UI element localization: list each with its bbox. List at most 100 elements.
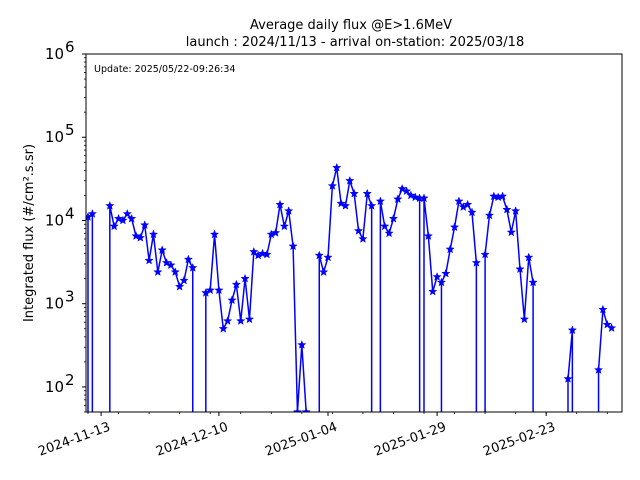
data-point xyxy=(135,232,146,242)
data-point xyxy=(327,181,338,190)
data-point xyxy=(462,199,473,209)
data-point xyxy=(510,206,521,215)
data-point xyxy=(480,249,490,259)
data-point xyxy=(236,316,246,325)
data-point xyxy=(279,221,290,231)
data-point xyxy=(441,268,451,278)
x-tick-label: 2025-01-04 xyxy=(263,420,339,460)
update-annotation: Update: 2025/05/22-09:26:34 xyxy=(94,64,235,75)
data-point xyxy=(214,285,224,295)
data-point xyxy=(345,175,355,185)
data-point xyxy=(406,190,416,200)
data-point xyxy=(270,227,281,237)
data-point xyxy=(388,213,399,223)
series-line xyxy=(567,329,574,412)
data-point xyxy=(109,221,119,231)
data-point xyxy=(118,215,128,225)
data-point xyxy=(563,373,573,383)
data-point xyxy=(467,207,477,217)
y-tick-label: 10 xyxy=(45,128,64,146)
data-point xyxy=(401,186,412,196)
data-point xyxy=(179,275,189,285)
data-point xyxy=(349,188,359,198)
y-tick-label: 10 xyxy=(45,211,64,229)
data-point xyxy=(148,229,159,239)
data-point xyxy=(227,295,237,305)
data-point xyxy=(502,204,512,214)
data-point xyxy=(519,314,530,324)
data-point xyxy=(249,246,259,256)
y-tick-exponent: 5 xyxy=(65,121,75,139)
data-point xyxy=(314,250,324,260)
data-point xyxy=(375,196,386,206)
data-point xyxy=(428,286,438,296)
data-point xyxy=(297,339,307,349)
series-line xyxy=(423,197,438,412)
y-tick-label: 10 xyxy=(45,378,64,396)
data-point xyxy=(288,241,298,251)
data-point xyxy=(436,277,447,287)
y-axis-label: Integrated flux (#/cm².s.sr) xyxy=(22,144,37,322)
data-point xyxy=(484,210,495,220)
y-tick-exponent: 3 xyxy=(65,288,75,306)
data-point xyxy=(524,252,534,262)
data-point xyxy=(358,234,368,243)
y-tick-exponent: 6 xyxy=(65,38,75,56)
data-point xyxy=(218,323,228,333)
data-point xyxy=(506,227,516,237)
data-point xyxy=(113,213,124,223)
x-tick-label: 2024-12-10 xyxy=(154,420,230,460)
data-point xyxy=(528,277,538,287)
data-point xyxy=(419,193,429,203)
data-point xyxy=(153,267,163,277)
data-point xyxy=(497,191,508,201)
series-line xyxy=(484,195,534,412)
data-point xyxy=(340,200,351,210)
data-point xyxy=(593,365,604,374)
data-point xyxy=(240,273,250,283)
series-line xyxy=(205,203,307,412)
data-point xyxy=(284,206,294,215)
data-point xyxy=(362,188,372,198)
data-point xyxy=(126,213,137,223)
data-point xyxy=(231,279,242,289)
data-point xyxy=(205,285,215,295)
chart-title-line2: launch : 2024/11/13 - arrival on-station… xyxy=(186,35,524,50)
data-point xyxy=(244,314,255,324)
series-line xyxy=(87,213,94,412)
data-point xyxy=(122,208,132,218)
data-point xyxy=(262,249,272,259)
y-tick-exponent: 4 xyxy=(65,204,75,222)
data-point xyxy=(602,319,612,329)
y-tick-label: 10 xyxy=(45,295,64,313)
plot-frame xyxy=(85,53,623,413)
data-point xyxy=(105,200,115,210)
data-series xyxy=(86,162,617,412)
data-point xyxy=(397,183,407,193)
data-point xyxy=(423,231,434,241)
data-point xyxy=(131,231,141,241)
data-point xyxy=(174,281,185,291)
data-point xyxy=(471,257,482,267)
data-point xyxy=(222,316,233,325)
data-point xyxy=(336,198,346,208)
data-point xyxy=(380,221,390,231)
data-point xyxy=(449,222,460,232)
data-point xyxy=(353,225,364,235)
data-point xyxy=(157,245,167,255)
data-point xyxy=(292,407,303,412)
data-point xyxy=(323,252,333,262)
data-point xyxy=(209,229,220,239)
data-point xyxy=(332,162,342,172)
data-point xyxy=(144,255,154,265)
data-point xyxy=(318,267,329,277)
data-point xyxy=(598,304,608,314)
y-tick-exponent: 2 xyxy=(65,371,75,389)
data-point xyxy=(384,228,394,238)
data-point xyxy=(454,196,464,206)
data-point xyxy=(515,264,525,274)
y-tick-label: 10 xyxy=(45,45,64,63)
data-point xyxy=(606,323,617,333)
